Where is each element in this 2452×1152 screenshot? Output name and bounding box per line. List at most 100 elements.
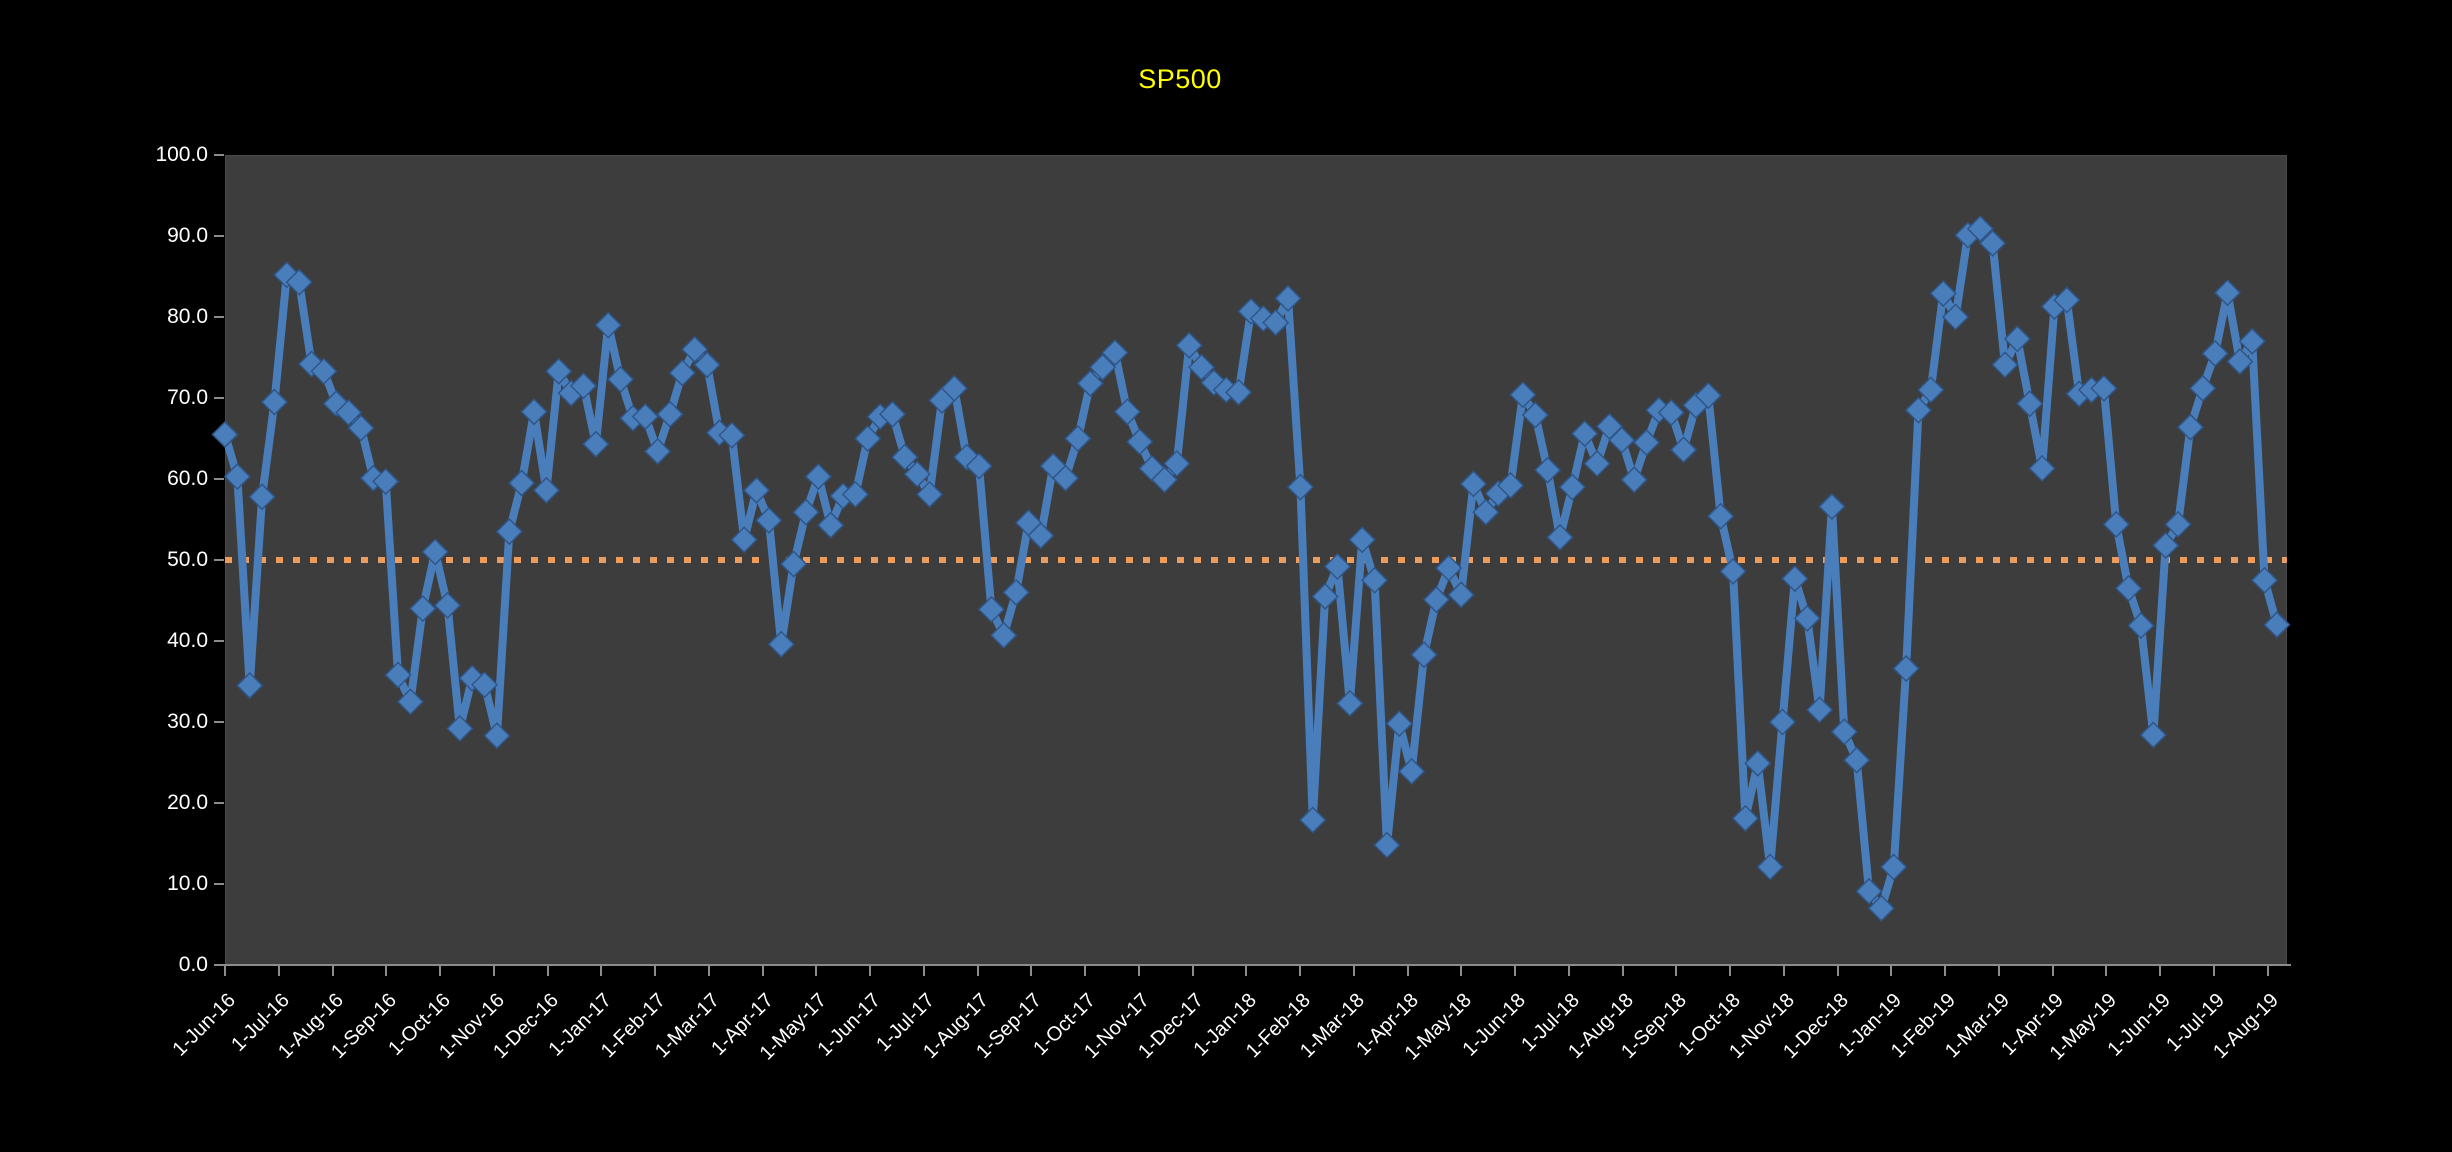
data-point-marker xyxy=(335,399,363,427)
data-point-marker xyxy=(878,400,907,428)
data-point-marker xyxy=(1373,831,1401,859)
data-point-marker xyxy=(2102,510,2130,538)
x-tick-mark xyxy=(761,966,764,976)
data-point-marker xyxy=(384,661,412,689)
data-point-marker xyxy=(2176,413,2204,441)
x-tick-mark xyxy=(1567,966,1570,976)
data-point-marker xyxy=(1991,351,2019,379)
x-tick-mark xyxy=(1460,966,1463,976)
y-tick-mark xyxy=(214,802,224,804)
y-tick-label: 0.0 xyxy=(178,953,208,976)
x-tick-mark xyxy=(1030,966,1033,976)
x-tick-mark xyxy=(1299,966,1301,976)
data-point-marker xyxy=(1348,526,1376,554)
x-tick-mark xyxy=(600,966,603,976)
data-point-marker xyxy=(916,480,944,508)
data-point-marker xyxy=(1818,492,1846,521)
x-tick-mark xyxy=(1137,966,1140,976)
y-tick-mark xyxy=(214,235,224,237)
data-point-marker xyxy=(1051,464,1080,492)
x-tick-mark xyxy=(492,966,495,976)
data-point-marker xyxy=(1089,353,1117,381)
data-point-marker xyxy=(2238,327,2266,355)
x-tick-mark xyxy=(1782,966,1785,976)
data-point-marker xyxy=(1583,450,1611,478)
x-tick-mark xyxy=(2051,966,2054,976)
x-tick-mark xyxy=(654,966,656,976)
x-tick-mark xyxy=(2159,966,2161,976)
data-point-marker xyxy=(1311,582,1339,611)
data-point-marker xyxy=(1620,466,1648,494)
data-point-marker xyxy=(891,443,919,471)
data-point-marker xyxy=(1979,229,2007,257)
data-point-marker xyxy=(1126,428,1154,456)
data-point-marker xyxy=(421,538,449,566)
sp500-line xyxy=(221,224,2281,913)
data-point-marker xyxy=(310,357,338,385)
x-tick-mark xyxy=(1729,966,1731,976)
data-point-marker xyxy=(1707,502,1735,530)
data-point-marker xyxy=(1459,470,1488,498)
data-point-marker xyxy=(1002,578,1030,606)
y-tick-mark xyxy=(214,154,224,156)
data-point-marker xyxy=(1558,473,1586,501)
y-tick-label: 80.0 xyxy=(167,305,208,328)
x-tick-mark xyxy=(1245,966,1248,976)
data-point-marker xyxy=(1843,746,1871,774)
data-point-marker xyxy=(2226,347,2254,376)
data-point-marker xyxy=(755,506,783,534)
x-tick-mark xyxy=(1944,966,1946,976)
data-point-marker xyxy=(1435,554,1463,582)
x-tick-mark xyxy=(331,966,334,976)
y-tick-mark xyxy=(214,721,224,723)
data-point-marker xyxy=(1608,426,1636,454)
x-tick-mark xyxy=(2212,966,2215,976)
data-point-marker xyxy=(817,511,845,539)
data-point-marker xyxy=(594,311,622,339)
data-point-marker xyxy=(1694,382,1722,410)
data-point-marker xyxy=(1793,604,1821,632)
data-point-marker xyxy=(841,480,869,508)
data-point-marker xyxy=(2003,325,2031,353)
data-point-marker xyxy=(483,722,511,750)
y-tick-mark xyxy=(214,316,224,318)
chart-title: SP500 xyxy=(1138,64,1222,94)
x-tick-mark xyxy=(707,966,710,976)
x-axis-line xyxy=(223,964,2291,966)
data-point-marker xyxy=(2152,531,2180,559)
data-point-marker xyxy=(569,372,598,400)
data-point-marker xyxy=(1422,586,1450,614)
data-point-marker xyxy=(1076,369,1104,397)
data-point-marker xyxy=(1113,398,1141,426)
data-point-marker xyxy=(1150,466,1179,494)
data-point-marker xyxy=(1781,565,1809,593)
data-point-marker xyxy=(2016,390,2044,418)
y-tick-mark xyxy=(214,397,224,399)
data-point-marker xyxy=(396,688,424,716)
data-point-marker xyxy=(1892,654,1920,683)
data-point-marker xyxy=(446,714,474,743)
data-point-marker xyxy=(2115,574,2143,602)
x-tick-mark xyxy=(1675,966,1678,976)
data-point-marker xyxy=(990,621,1018,649)
data-point-marker xyxy=(1731,804,1759,832)
x-tick-mark xyxy=(922,966,925,976)
data-point-marker xyxy=(2164,510,2192,538)
data-point-marker xyxy=(372,467,400,495)
x-tick-mark xyxy=(385,966,388,976)
data-point-marker xyxy=(1336,689,1364,717)
data-point-marker xyxy=(780,550,808,578)
data-point-marker xyxy=(1880,853,1908,881)
x-tick-mark xyxy=(546,966,549,976)
data-point-marker xyxy=(1509,381,1537,409)
data-point-marker xyxy=(1163,450,1191,478)
x-tick-mark xyxy=(815,966,818,976)
data-point-marker xyxy=(1521,401,1549,429)
data-point-marker xyxy=(2139,721,2167,749)
y-tick-mark xyxy=(214,883,224,885)
data-point-marker xyxy=(223,463,251,491)
data-point-marker xyxy=(1768,708,1797,736)
data-point-marker xyxy=(1262,309,1290,337)
data-point-marker xyxy=(1917,376,1945,404)
